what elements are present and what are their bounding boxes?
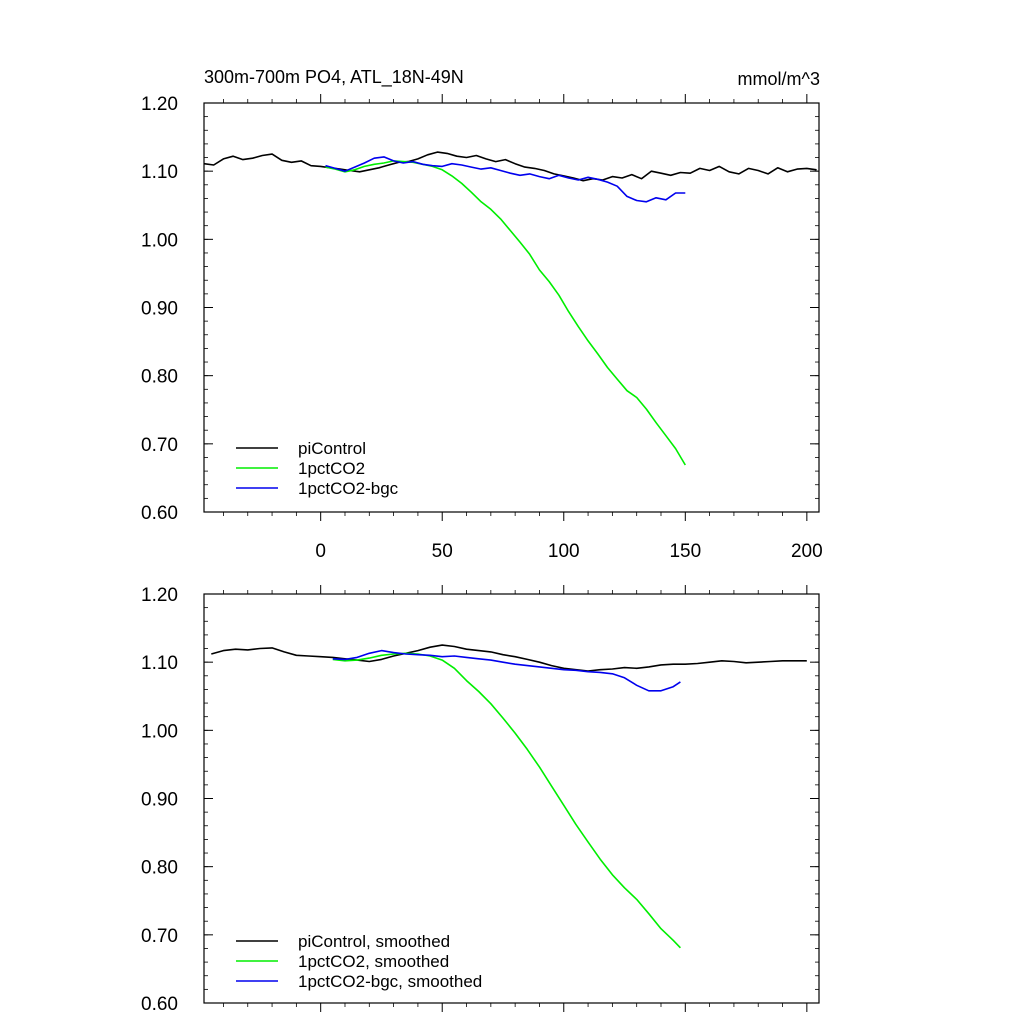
series-line-0 bbox=[211, 644, 807, 672]
y-tick-label: 0.90 bbox=[141, 299, 178, 320]
y-tick-label: 0.70 bbox=[141, 926, 178, 947]
y-tick-label: 0.60 bbox=[141, 503, 178, 524]
series-line-0 bbox=[203, 151, 817, 182]
series-line-1 bbox=[325, 160, 686, 466]
legend-label: piControl bbox=[298, 439, 366, 458]
x-tick-label: 100 bbox=[548, 541, 580, 562]
legend-label: 1pctCO2 bbox=[298, 459, 365, 478]
y-tick-label: 1.00 bbox=[141, 230, 178, 251]
y-tick-label: 1.10 bbox=[141, 162, 178, 183]
y-tick-label: 1.20 bbox=[141, 585, 178, 606]
top-chart-axes: 0.60 0.70 0.80 0.90 1.00 1.10 1.20 0 50 100 150 200 bbox=[141, 94, 823, 562]
x-tick-label: 150 bbox=[669, 541, 701, 562]
y-tick-label: 1.20 bbox=[141, 94, 178, 115]
legend-label: 1pctCO2-bgc bbox=[298, 479, 399, 498]
series-line-2 bbox=[325, 156, 686, 203]
series-line-2 bbox=[332, 649, 681, 692]
bottom-chart-axes: 0.60 0.70 0.80 0.90 1.00 1.10 1.20 bbox=[141, 585, 819, 1015]
y-tick-label: 0.80 bbox=[141, 367, 178, 388]
series-line-1 bbox=[332, 652, 681, 949]
y-tick-label: 0.80 bbox=[141, 858, 178, 879]
bottom-plot-frame bbox=[203, 593, 820, 1004]
units-label: mmol/m^3 bbox=[738, 69, 820, 89]
legend-label: 1pctCO2-bgc, smoothed bbox=[298, 972, 482, 991]
y-tick-label: 0.60 bbox=[141, 994, 178, 1015]
legend-label: piControl, smoothed bbox=[298, 932, 450, 951]
top-plot-frame bbox=[203, 102, 820, 513]
top-chart-series bbox=[203, 151, 817, 466]
chart-title: 300m-700m PO4, ATL_18N-49N bbox=[204, 67, 464, 88]
top-chart-panel: 300m-700m PO4, ATL_18N-49N mmol/m^3 0.60… bbox=[141, 67, 823, 562]
x-tick-label: 50 bbox=[432, 541, 453, 562]
bottom-chart-series bbox=[211, 644, 807, 949]
legend-label: 1pctCO2, smoothed bbox=[298, 952, 449, 971]
x-tick-label: 200 bbox=[791, 541, 823, 562]
y-tick-label: 1.00 bbox=[141, 721, 178, 742]
y-tick-label: 0.70 bbox=[141, 435, 178, 456]
x-tick-label: 0 bbox=[315, 541, 326, 562]
y-tick-label: 0.90 bbox=[141, 790, 178, 811]
y-tick-label: 1.10 bbox=[141, 653, 178, 674]
bottom-chart-panel: 0.60 0.70 0.80 0.90 1.00 1.10 1.20 piControl, … bbox=[141, 585, 820, 1015]
